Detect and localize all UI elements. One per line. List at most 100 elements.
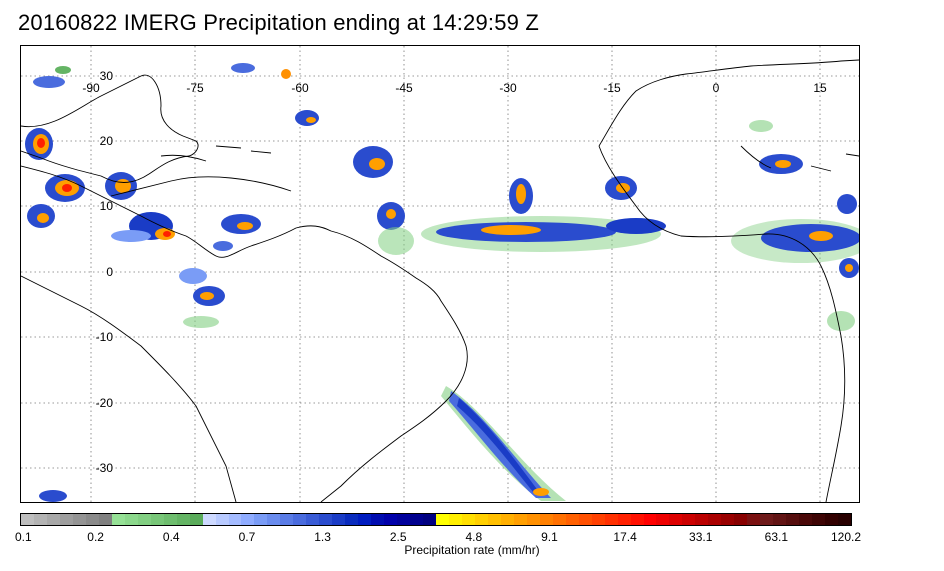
colorbar-cell bbox=[526, 514, 540, 525]
colorbar-cell bbox=[176, 514, 190, 525]
longitude-label: 15 bbox=[813, 81, 827, 95]
longitude-label: -60 bbox=[291, 81, 309, 95]
colorbar bbox=[20, 513, 852, 526]
colorbar-tick-label: 1.3 bbox=[314, 530, 331, 544]
colorbar-tick-label: 2.5 bbox=[389, 530, 407, 544]
colorbar-cell bbox=[448, 514, 462, 525]
colorbar-tick-label: 4.8 bbox=[465, 530, 483, 544]
precip-itcz bbox=[421, 176, 666, 252]
colorbar-cell bbox=[241, 514, 255, 525]
longitude-label: -30 bbox=[499, 81, 517, 95]
colorbar-tick-labels: 0.1 0.2 0.4 0.7 1.3 2.5 4.8 9.1 17.4 33.1 63.1 120.… bbox=[0, 530, 944, 544]
map-axis-labels: -90 -75 -60 -45 -30 -15 0 15 30 20 10 0 -10 -20 -30 bbox=[82, 69, 827, 475]
colorbar-cell bbox=[578, 514, 592, 525]
colorbar-cell bbox=[643, 514, 657, 525]
coastlines bbox=[21, 59, 859, 502]
colorbar-cell bbox=[591, 514, 605, 525]
colorbar-cell bbox=[267, 514, 281, 525]
colorbar-cell bbox=[358, 514, 372, 525]
colorbar-cell bbox=[513, 514, 527, 525]
colorbar-cell bbox=[280, 514, 294, 525]
colorbar-cell bbox=[423, 514, 436, 525]
colorbar-cell bbox=[604, 514, 618, 525]
colorbar-tick-label: 33.1 bbox=[689, 530, 713, 544]
colorbar-cell bbox=[773, 514, 787, 525]
colorbar-cell bbox=[825, 514, 839, 525]
precip-southern-brazil bbox=[39, 386, 566, 502]
colorbar-cell bbox=[539, 514, 553, 525]
colorbar-cell bbox=[565, 514, 579, 525]
precip-caribbean bbox=[221, 63, 414, 255]
map-gridlines bbox=[21, 46, 859, 502]
colorbar-cell bbox=[812, 514, 826, 525]
precip-west-africa bbox=[731, 120, 859, 331]
colorbar-cell bbox=[98, 514, 112, 525]
colorbar-cell bbox=[617, 514, 631, 525]
colorbar-cell bbox=[747, 514, 761, 525]
longitude-label: -90 bbox=[82, 81, 100, 95]
longitude-label: -45 bbox=[395, 81, 413, 95]
colorbar-cell bbox=[332, 514, 346, 525]
colorbar-cell bbox=[202, 514, 216, 525]
longitude-label: 0 bbox=[713, 81, 720, 95]
colorbar-cell bbox=[72, 514, 86, 525]
colorbar-cell bbox=[630, 514, 644, 525]
colorbar-tick-label: 0.7 bbox=[238, 530, 256, 544]
colorbar-cell bbox=[306, 514, 320, 525]
colorbar-cell bbox=[345, 514, 359, 525]
colorbar-cell bbox=[552, 514, 566, 525]
colorbar-tick-label: 0.1 bbox=[14, 530, 32, 544]
latitude-label: 30 bbox=[100, 69, 114, 83]
latitude-label: 10 bbox=[100, 199, 114, 213]
colorbar-cell bbox=[695, 514, 709, 525]
colorbar-cell bbox=[656, 514, 670, 525]
colorbar-cell bbox=[734, 514, 748, 525]
colorbar-cell bbox=[708, 514, 722, 525]
colorbar-cell bbox=[410, 514, 424, 525]
colorbar-tick-label: 120.2 bbox=[830, 530, 862, 544]
colorbar-cell bbox=[838, 514, 851, 525]
colorbar-cell bbox=[461, 514, 475, 525]
latitude-label: 20 bbox=[100, 134, 114, 148]
colorbar-cell bbox=[46, 514, 60, 525]
precipitation-layer bbox=[25, 63, 859, 502]
latitude-label: -30 bbox=[96, 461, 114, 475]
latitude-label: -20 bbox=[96, 396, 114, 410]
colorbar-cell bbox=[228, 514, 242, 525]
colorbar-cell bbox=[487, 514, 501, 525]
colorbar-cell bbox=[293, 514, 307, 525]
map-canvas: -90 -75 -60 -45 -30 -15 0 15 30 20 10 0 -10 -20 -30 bbox=[21, 46, 859, 502]
colorbar-cell bbox=[124, 514, 138, 525]
map-title: 20160822 IMERG Precipitation ending at 1… bbox=[18, 10, 540, 35]
colorbar-cell bbox=[669, 514, 683, 525]
precip-gulf-of-mexico bbox=[25, 66, 71, 160]
colorbar-cell bbox=[137, 514, 151, 525]
colorbar-cell bbox=[189, 514, 203, 525]
colorbar-cell bbox=[21, 514, 34, 525]
colorbar-cell bbox=[500, 514, 514, 525]
colorbar-cell bbox=[760, 514, 774, 525]
colorbar-cell bbox=[254, 514, 268, 525]
colorbar-cell bbox=[474, 514, 488, 525]
precip-nw-south-america bbox=[179, 241, 233, 328]
colorbar-cell bbox=[371, 514, 385, 525]
colorbar-cell bbox=[682, 514, 696, 525]
colorbar-cell bbox=[721, 514, 735, 525]
latitude-label: 0 bbox=[106, 265, 113, 279]
colorbar-cell bbox=[397, 514, 411, 525]
colorbar-cell bbox=[85, 514, 99, 525]
colorbar-tick-label: 9.1 bbox=[541, 530, 558, 544]
precipitation-map: -90 -75 -60 -45 -30 -15 0 15 30 20 10 0 -10 -20 -30 bbox=[20, 45, 860, 503]
latitude-label: -10 bbox=[96, 330, 114, 344]
colorbar-tick-label: 17.4 bbox=[613, 530, 637, 544]
colorbar-cell bbox=[319, 514, 333, 525]
colorbar-cell bbox=[150, 514, 164, 525]
longitude-label: -15 bbox=[603, 81, 621, 95]
colorbar-cell bbox=[111, 514, 125, 525]
longitude-label: -75 bbox=[186, 81, 204, 95]
colorbar-tick-label: 0.2 bbox=[87, 530, 104, 544]
colorbar-tick-label: 63.1 bbox=[764, 530, 789, 544]
colorbar-cell bbox=[33, 514, 47, 525]
colorbar-cell bbox=[436, 514, 449, 525]
colorbar-cell bbox=[59, 514, 73, 525]
